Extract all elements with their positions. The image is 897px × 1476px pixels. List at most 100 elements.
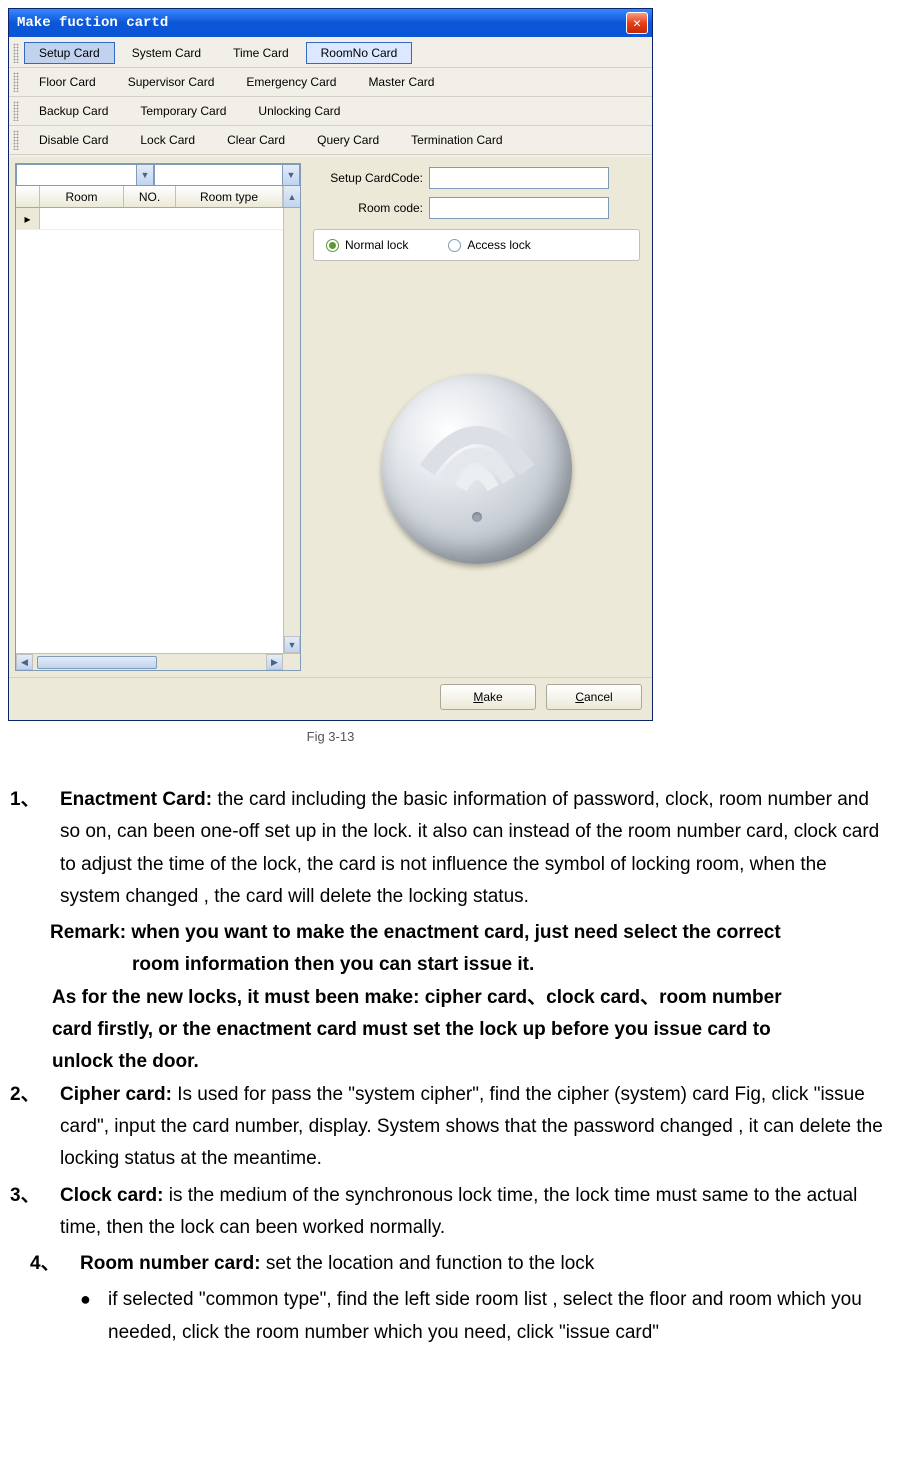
- tool-backup-card[interactable]: Backup Card: [24, 100, 123, 122]
- globe-center-icon: [472, 512, 482, 522]
- radio-normal-lock[interactable]: Normal lock: [326, 238, 408, 252]
- tool-supervisor-card[interactable]: Supervisor Card: [113, 71, 230, 93]
- grid-col-room[interactable]: Room: [40, 186, 124, 207]
- tool-unlocking-card[interactable]: Unlocking Card: [243, 100, 355, 122]
- room-code-input[interactable]: [429, 197, 609, 219]
- tool-emergency-card[interactable]: Emergency Card: [231, 71, 351, 93]
- toolbar-grip-icon: [13, 43, 19, 63]
- tool-lock-card[interactable]: Lock Card: [125, 129, 210, 151]
- room-code-label: Room code:: [313, 201, 423, 215]
- document-body: 1、 Enactment Card: the card including th…: [0, 774, 897, 1369]
- room-code-row: Room code:: [307, 193, 646, 223]
- toolbar-row-4: Disable Card Lock Card Clear Card Query …: [9, 126, 652, 155]
- asfor-line-1: As for the new locks, it must been make:…: [52, 982, 887, 1014]
- make-button-label: ake: [483, 690, 502, 704]
- cancel-button[interactable]: Cancel: [546, 684, 642, 710]
- horizontal-scrollbar[interactable]: ◀ ▶: [16, 653, 300, 670]
- dropdown-2[interactable]: ▼: [154, 164, 300, 186]
- toolbar-grip-icon: [13, 72, 19, 92]
- grid-header-corner: [16, 186, 40, 207]
- toolbar-row-3: Backup Card Temporary Card Unlocking Car…: [9, 97, 652, 126]
- item-text: Cipher card: Is used for pass the "syste…: [60, 1079, 887, 1176]
- toolbar-row-1: Setup Card System Card Time Card RoomNo …: [9, 39, 652, 68]
- list-item-3: 3、 Clock card: is the medium of the sync…: [10, 1180, 887, 1245]
- item-title: Clock card:: [60, 1185, 169, 1206]
- list-item-1: 1、 Enactment Card: the card including th…: [10, 784, 887, 913]
- radio-on-icon: [326, 239, 339, 252]
- bullet-icon: ●: [80, 1284, 108, 1349]
- asfor-line-3: unlock the door.: [52, 1046, 887, 1078]
- sub-bullet-text: if selected "common type", find the left…: [108, 1284, 887, 1349]
- item-title: Room number card:: [80, 1253, 266, 1274]
- figure-caption: Fig 3-13: [8, 721, 653, 774]
- scroll-left-button[interactable]: ◀: [16, 654, 33, 670]
- chevron-down-icon: ▼: [282, 165, 299, 185]
- tool-master-card[interactable]: Master Card: [353, 71, 449, 93]
- radio-access-lock[interactable]: Access lock: [448, 238, 530, 252]
- vertical-scrollbar[interactable]: ▼: [283, 208, 300, 653]
- scroll-right-button[interactable]: ▶: [266, 654, 283, 670]
- grid-row[interactable]: ▸: [16, 208, 283, 230]
- item-number: 4、: [30, 1248, 80, 1280]
- radio-access-lock-label: Access lock: [467, 238, 530, 252]
- tool-disable-card[interactable]: Disable Card: [24, 129, 123, 151]
- wifi-icon: [417, 410, 537, 500]
- list-item-2: 2、 Cipher card: Is used for pass the "sy…: [10, 1079, 887, 1176]
- dialog-button-row: Make Cancel: [9, 677, 652, 720]
- remark-line-1: Remark: when you want to make the enactm…: [50, 917, 887, 949]
- list-item-4: 4、 Room number card: set the location an…: [30, 1248, 887, 1280]
- tool-system-card[interactable]: System Card: [117, 42, 216, 64]
- scroll-thumb[interactable]: [37, 656, 157, 669]
- titlebar[interactable]: Make fuction cartd ✕: [9, 9, 652, 37]
- item-body: is the medium of the synchronous lock ti…: [60, 1185, 857, 1238]
- tool-floor-card[interactable]: Floor Card: [24, 71, 111, 93]
- radio-normal-lock-label: Normal lock: [345, 238, 408, 252]
- setup-cardcode-label: Setup CardCode:: [313, 171, 423, 185]
- item-text: Clock card: is the medium of the synchro…: [60, 1180, 887, 1245]
- tool-setup-card[interactable]: Setup Card: [24, 42, 115, 64]
- grid-body: ▸ ▼: [16, 208, 300, 653]
- chevron-down-icon: ▼: [136, 165, 153, 185]
- tool-query-card[interactable]: Query Card: [302, 129, 394, 151]
- tool-clear-card[interactable]: Clear Card: [212, 129, 300, 151]
- item-text: Room number card: set the location and f…: [80, 1248, 887, 1280]
- tool-temporary-card[interactable]: Temporary Card: [125, 100, 241, 122]
- tool-roomno-card[interactable]: RoomNo Card: [306, 42, 413, 64]
- toolbar-area: Setup Card System Card Time Card RoomNo …: [9, 37, 652, 157]
- scroll-down-button[interactable]: ▼: [284, 636, 300, 653]
- grid-col-no[interactable]: NO.: [124, 186, 176, 207]
- item-title: Enactment Card:: [60, 789, 217, 810]
- scroll-up-button[interactable]: ▲: [283, 186, 300, 207]
- item-text: Enactment Card: the card including the b…: [60, 784, 887, 913]
- lock-type-group: Normal lock Access lock: [313, 229, 640, 261]
- item-number: 2、: [10, 1079, 60, 1176]
- remark-line-2: room information then you can start issu…: [132, 949, 887, 981]
- asfor-line-2: card firstly, or the enactment card must…: [52, 1014, 887, 1046]
- tool-termination-card[interactable]: Termination Card: [396, 129, 517, 151]
- toolbar-grip-icon: [13, 130, 19, 150]
- setup-cardcode-row: Setup CardCode:: [307, 163, 646, 193]
- scroll-corner: [283, 654, 300, 670]
- tool-time-card[interactable]: Time Card: [218, 42, 304, 64]
- room-grid-panel: ▼ ▼ Room NO. Room type ▲ ▸: [15, 163, 301, 671]
- close-icon: ✕: [633, 17, 641, 30]
- dialog-window: Make fuction cartd ✕ Setup Card System C…: [8, 8, 653, 721]
- item-title: Cipher card:: [60, 1084, 177, 1105]
- dropdown-1[interactable]: ▼: [16, 164, 154, 186]
- setup-cardcode-input[interactable]: [429, 167, 609, 189]
- form-panel: Setup CardCode: Room code: Normal lock A…: [307, 163, 646, 671]
- toolbar-row-2: Floor Card Supervisor Card Emergency Car…: [9, 68, 652, 97]
- radio-off-icon: [448, 239, 461, 252]
- content-area: ▼ ▼ Room NO. Room type ▲ ▸: [9, 157, 652, 677]
- globe-icon: [382, 374, 572, 564]
- item-number: 1、: [10, 784, 60, 913]
- toolbar-grip-icon: [13, 101, 19, 121]
- grid-header: Room NO. Room type ▲: [16, 186, 300, 208]
- sub-bullet-1: ● if selected "common type", find the le…: [80, 1284, 887, 1349]
- make-button[interactable]: Make: [440, 684, 536, 710]
- close-button[interactable]: ✕: [626, 12, 648, 34]
- grid-col-roomtype[interactable]: Room type: [176, 186, 283, 207]
- item-body: Is used for pass the "system cipher", fi…: [60, 1084, 883, 1170]
- item-body: set the location and function to the loc…: [266, 1253, 595, 1274]
- card-reader-image: [307, 267, 646, 671]
